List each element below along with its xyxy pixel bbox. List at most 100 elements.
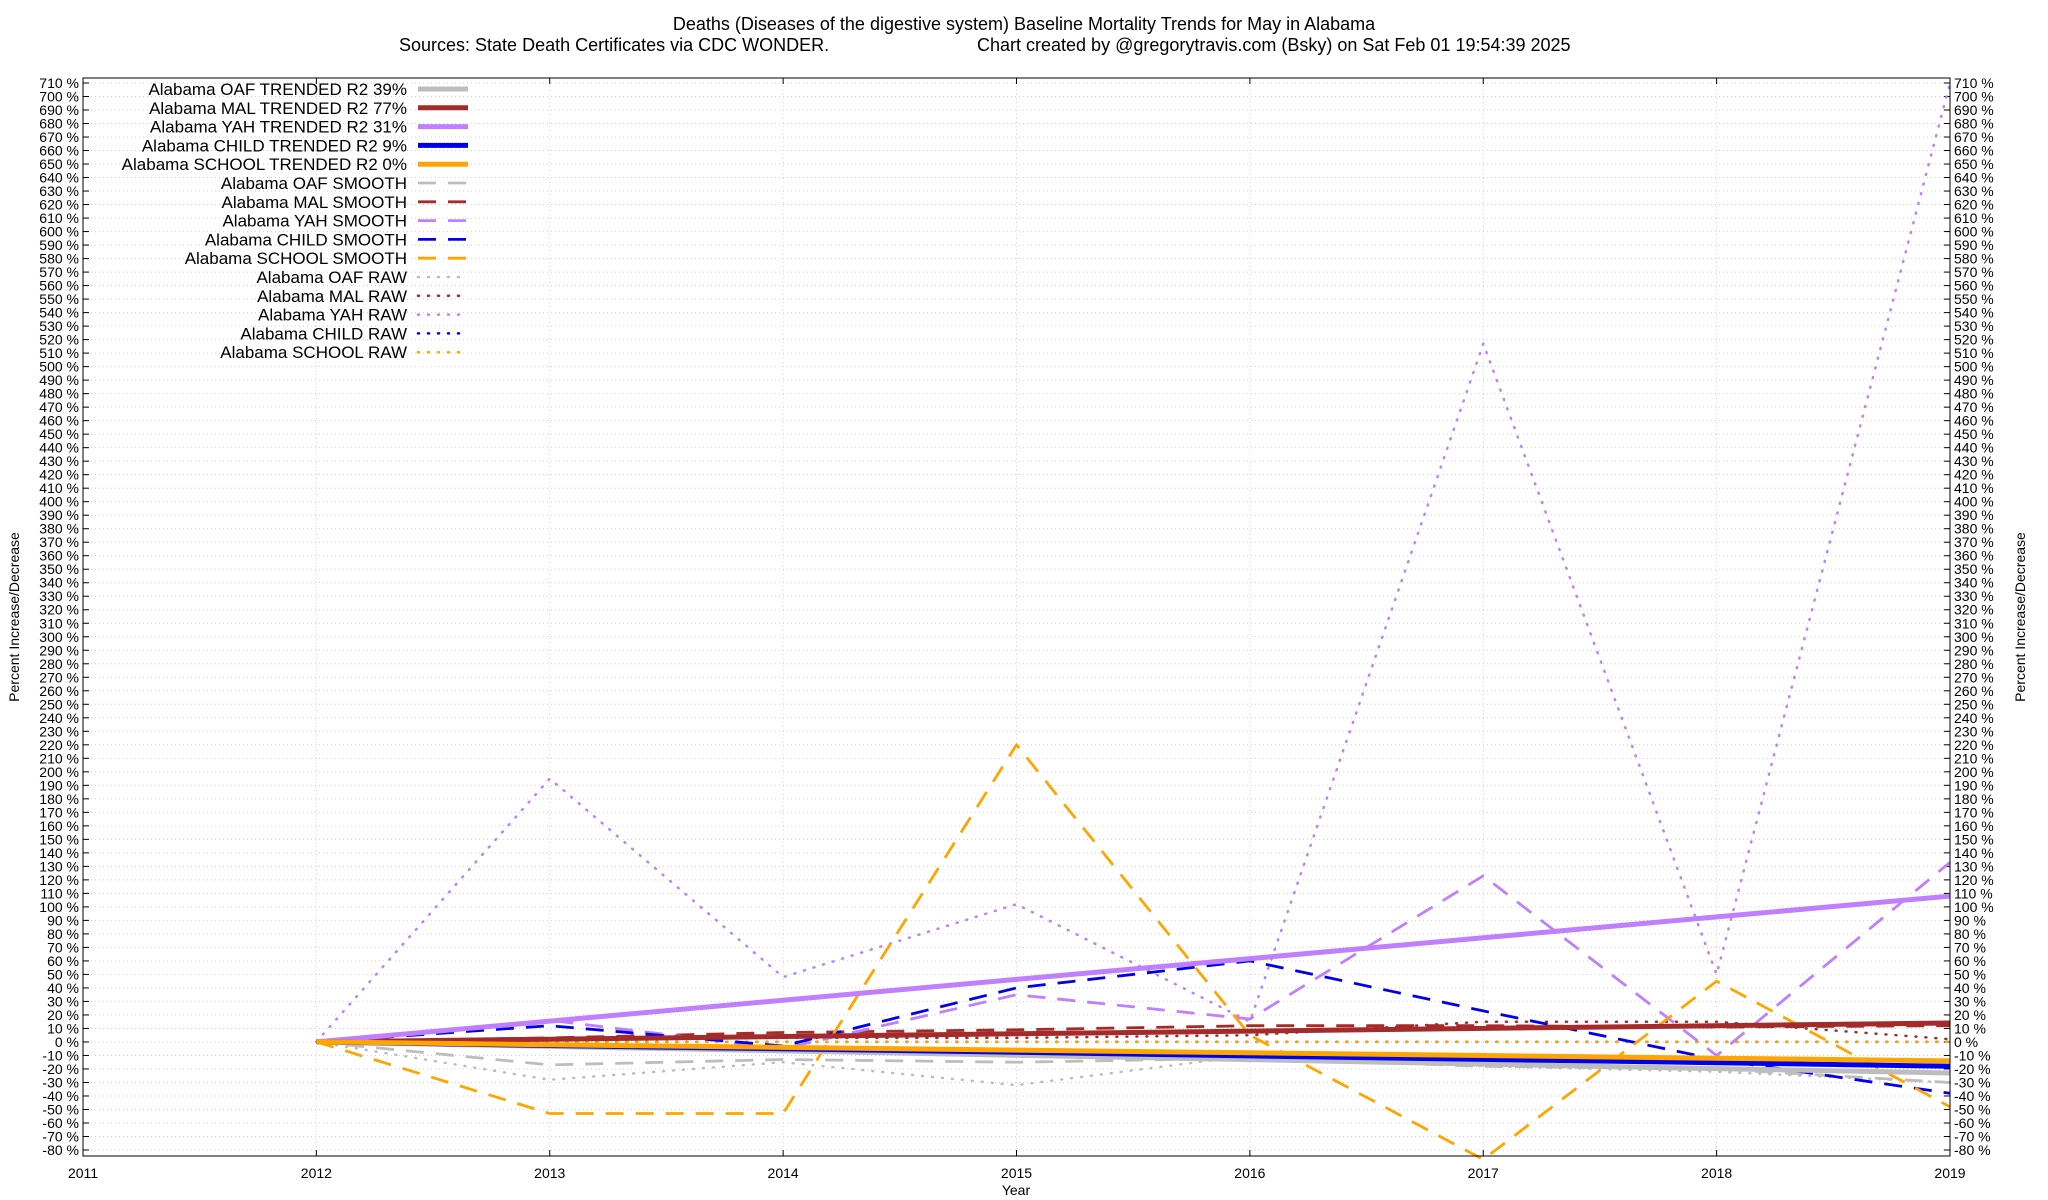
y-tick-label-left: 400 % <box>39 494 79 510</box>
y-tick-label-left: 120 % <box>39 872 79 888</box>
y-tick-label-left: -10 % <box>42 1047 79 1063</box>
series-line-13 <box>315 81 1952 1044</box>
y-tick-label-left: 180 % <box>39 791 79 807</box>
chart-subtitle-left: Sources: State Death Certificates via CD… <box>399 35 829 55</box>
y-tick-label-right: 140 % <box>1954 845 1994 861</box>
x-tick-label: 2014 <box>768 1165 799 1181</box>
y-tick-label-left: 550 % <box>39 291 79 307</box>
y-tick-label-right: 520 % <box>1954 332 1994 348</box>
y-tick-label-right: 160 % <box>1954 818 1994 834</box>
y-tick-label-right: 130 % <box>1954 858 1994 874</box>
legend-label-4: Alabama CHILD TRENDED R2 9% <box>142 136 407 155</box>
x-tick-label: 2018 <box>1701 1165 1732 1181</box>
y-tick-label-right: -10 % <box>1954 1047 1991 1063</box>
y-tick-label-left: 100 % <box>39 899 79 915</box>
y-tick-label-left: 440 % <box>39 440 79 456</box>
chart-subtitle-right: Chart created by @gregorytravis.com (Bsk… <box>977 35 1571 55</box>
legend-label-12: Alabama MAL RAW <box>257 287 407 306</box>
y-tick-label-left: 540 % <box>39 305 79 321</box>
y-tick-label-left: 300 % <box>39 629 79 645</box>
y-tick-label-left: 320 % <box>39 602 79 618</box>
series-line-3 <box>316 893 1951 1045</box>
y-tick-label-left: 520 % <box>39 332 79 348</box>
legend-label-7: Alabama MAL SMOOTH <box>222 193 407 212</box>
series-line-5 <box>316 1039 1951 1064</box>
legend-label-8: Alabama YAH SMOOTH <box>222 212 407 231</box>
y-tick-label-left: 150 % <box>39 831 79 847</box>
y-tick-label-left: -70 % <box>42 1128 79 1144</box>
y-tick-label-left: 170 % <box>39 804 79 820</box>
y-tick-label-left: 640 % <box>39 170 79 186</box>
y-tick-label-right: 150 % <box>1954 831 1994 847</box>
x-tick-label: 2012 <box>301 1165 332 1181</box>
y-tick-label-right: 280 % <box>1954 656 1994 672</box>
legend-label-15: Alabama SCHOOL RAW <box>220 343 407 362</box>
x-tick-label: 2015 <box>1001 1165 1032 1181</box>
y-tick-label-right: 510 % <box>1954 345 1994 361</box>
y-tick-label-left: 220 % <box>39 737 79 753</box>
y-tick-label-left: 40 % <box>47 980 79 996</box>
chart-title: Deaths (Diseases of the digestive system… <box>673 14 1376 34</box>
legend-label-2: Alabama MAL TRENDED R2 77% <box>149 99 407 118</box>
y-tick-label-right: 290 % <box>1954 642 1994 658</box>
y-tick-label-right: -30 % <box>1954 1074 1991 1090</box>
y-tick-label-right: 0 % <box>1954 1034 1978 1050</box>
series-line-2 <box>316 1020 1951 1045</box>
y-tick-label-right: 420 % <box>1954 467 1994 483</box>
y-tick-label-right: 60 % <box>1954 953 1986 969</box>
y-tick-label-right: 500 % <box>1954 359 1994 375</box>
y-tick-label-left: -40 % <box>42 1088 79 1104</box>
y-tick-label-right: 50 % <box>1954 966 1986 982</box>
legend-label-5: Alabama SCHOOL TRENDED R2 0% <box>122 155 407 174</box>
y-tick-label-left: -80 % <box>42 1142 79 1158</box>
y-tick-label-right: 400 % <box>1954 494 1994 510</box>
y-tick-label-right: 270 % <box>1954 669 1994 685</box>
y-tick-label-right: 410 % <box>1954 480 1994 496</box>
y-tick-label-right: 690 % <box>1954 102 1994 118</box>
y-tick-label-right: 630 % <box>1954 183 1994 199</box>
y-tick-label-left: 310 % <box>39 615 79 631</box>
series-layer <box>315 81 1952 1161</box>
y-tick-label-left: 370 % <box>39 534 79 550</box>
y-tick-label-left: 490 % <box>39 372 79 388</box>
y-tick-label-left: 470 % <box>39 399 79 415</box>
y-tick-label-right: 20 % <box>1954 1007 1986 1023</box>
y-tick-label-left: 390 % <box>39 507 79 523</box>
y-tick-label-right: 330 % <box>1954 588 1994 604</box>
y-tick-label-left: 10 % <box>47 1020 79 1036</box>
y-tick-label-left: 210 % <box>39 750 79 766</box>
legend-label-14: Alabama CHILD RAW <box>240 324 407 343</box>
y-tick-label-left: 500 % <box>39 359 79 375</box>
y-tick-label-left: 580 % <box>39 251 79 267</box>
y-tick-label-right: 480 % <box>1954 386 1994 402</box>
y-tick-label-right: 490 % <box>1954 372 1994 388</box>
y-tick-label-left: 330 % <box>39 588 79 604</box>
y-tick-label-right: 100 % <box>1954 899 1994 915</box>
y-tick-label-right: 250 % <box>1954 696 1994 712</box>
y-tick-label-right: 660 % <box>1954 143 1994 159</box>
y-tick-label-right: 10 % <box>1954 1020 1986 1036</box>
y-tick-label-right: 70 % <box>1954 939 1986 955</box>
y-tick-label-right: -80 % <box>1954 1142 1991 1158</box>
y-tick-label-left: 280 % <box>39 656 79 672</box>
y-tick-label-left: 250 % <box>39 696 79 712</box>
y-tick-label-right: -20 % <box>1954 1061 1991 1077</box>
y-tick-label-left: -60 % <box>42 1115 79 1131</box>
legend: Alabama OAF TRENDED R2 39%Alabama MAL TR… <box>122 80 470 362</box>
series-line-9 <box>316 959 1951 1095</box>
series-line-8 <box>316 861 1951 1057</box>
y-tick-label-left: 260 % <box>39 683 79 699</box>
y-tick-label-right: 170 % <box>1954 804 1994 820</box>
legend-label-9: Alabama CHILD SMOOTH <box>205 230 407 249</box>
y-tick-label-right: 530 % <box>1954 318 1994 334</box>
y-tick-label-right: 350 % <box>1954 561 1994 577</box>
y-tick-label-left: 560 % <box>39 278 79 294</box>
y-tick-label-right: 590 % <box>1954 237 1994 253</box>
y-tick-label-right: 570 % <box>1954 264 1994 280</box>
y-tick-label-left: 570 % <box>39 264 79 280</box>
y-tick-label-right: -70 % <box>1954 1128 1991 1144</box>
y-tick-label-right: 560 % <box>1954 278 1994 294</box>
y-tick-label-right: 220 % <box>1954 737 1994 753</box>
y-tick-label-left: 130 % <box>39 858 79 874</box>
